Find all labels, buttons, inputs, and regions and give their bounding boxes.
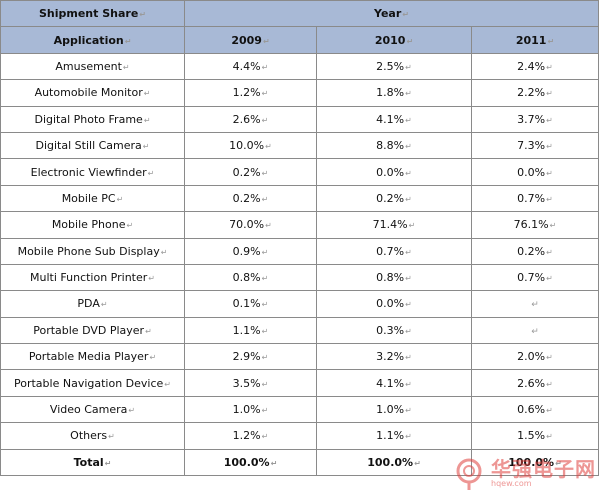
share-cell-2010: 4.1%↵ [316, 105, 472, 133]
share-cell-2010: 8.8%↵ [316, 131, 472, 160]
share-cell-2009: 0.9%↵ [184, 237, 317, 265]
share-cell-2011: 2.0%↵ [471, 343, 599, 371]
share-cell-2009: 1.2%↵ [184, 79, 317, 107]
share-cell-2011: 2.4%↵ [471, 52, 599, 81]
table-row: Portable Navigation Device↵ 3.5%↵ 4.1%↵ 2.6… [0, 369, 599, 397]
shipment-share-header: Shipment Share↵ [0, 0, 185, 28]
table-row: Electronic Viewfinder↵ 0.2%↵ 0.0%↵ 0.0%↵ [0, 158, 599, 186]
application-cell: Portable DVD Player↵ [0, 316, 185, 345]
table-row: Digital Photo Frame↵ 2.6%↵ 4.1%↵ 3.7%↵ [0, 105, 599, 133]
share-cell-2010: 2.5%↵ [316, 52, 472, 81]
share-cell-2009: 70.0%↵ [184, 211, 317, 239]
share-cell-2010: 0.8%↵ [316, 263, 472, 292]
table-row: Video Camera↵ 1.0%↵ 1.0%↵ 0.6%↵ [0, 395, 599, 424]
share-cell-2011: 0.6%↵ [471, 395, 599, 424]
share-cell-2011: 0.0%↵ [471, 158, 599, 186]
share-cell-2009: 1.0%↵ [184, 395, 317, 424]
share-cell-2010: 1.8%↵ [316, 79, 472, 107]
share-cell-2010: 1.1%↵ [316, 422, 472, 450]
total-cell-2010: 100.0%↵ [316, 448, 472, 477]
share-cell-2009: 4.4%↵ [184, 52, 317, 81]
application-cell: Automobile Monitor↵ [0, 79, 185, 107]
table-row: Multi Function Printer↵ 0.8%↵ 0.8%↵ 0.7%↵ [0, 263, 599, 292]
total-cell-2009: 100.0%↵ [184, 448, 317, 477]
application-cell: Mobile Phone Sub Display↵ [0, 237, 185, 265]
total-label: Total↵ [0, 448, 185, 477]
share-cell-2010: 1.0%↵ [316, 395, 472, 424]
share-cell-2009: 1.1%↵ [184, 316, 317, 345]
header-row-columns: Application↵ 2009↵ 2010↵ 2011↵ [0, 26, 599, 54]
application-cell: Digital Photo Frame↵ [0, 105, 185, 133]
application-header: Application↵ [0, 26, 185, 54]
total-row: Total↵ 100.0%↵ 100.0%↵ 100.0%↵ [0, 448, 599, 477]
application-cell: Multi Function Printer↵ [0, 263, 185, 292]
share-cell-2010: 0.2%↵ [316, 184, 472, 213]
table-row: Digital Still Camera↵ 10.0%↵ 8.8%↵ 7.3%↵ [0, 131, 599, 160]
share-cell-2010: 0.7%↵ [316, 237, 472, 265]
year-2010-header: 2010↵ [316, 26, 472, 54]
table-row: Mobile PC↵ 0.2%↵ 0.2%↵ 0.7%↵ [0, 184, 599, 213]
share-cell-2010: 0.0%↵ [316, 158, 472, 186]
application-cell: Mobile Phone↵ [0, 211, 185, 239]
application-cell: Mobile PC↵ [0, 184, 185, 213]
shipment-share-table: Shipment Share↵ Year↵ Application↵ 2009↵… [0, 0, 599, 477]
application-cell: Amusement↵ [0, 52, 185, 81]
watermark-url: hqew.com [491, 479, 532, 489]
application-cell: Others↵ [0, 422, 185, 450]
application-cell: Electronic Viewfinder↵ [0, 158, 185, 186]
table-row: Portable Media Player↵ 2.9%↵ 3.2%↵ 2.0%↵ [0, 343, 599, 371]
table-row: Mobile Phone↵ 70.0%↵ 71.4%↵ 76.1%↵ [0, 211, 599, 239]
share-cell-2011: 0.2%↵ [471, 237, 599, 265]
share-cell-2009: 2.9%↵ [184, 343, 317, 371]
share-cell-2009: 3.5%↵ [184, 369, 317, 397]
table-row: Mobile Phone Sub Display↵ 0.9%↵ 0.7%↵ 0.2%↵ [0, 237, 599, 265]
table-row: Automobile Monitor↵ 1.2%↵ 1.8%↵ 2.2%↵ [0, 79, 599, 107]
share-cell-2009: 0.2%↵ [184, 184, 317, 213]
share-cell-2011: 1.5%↵ [471, 422, 599, 450]
share-cell-2011: 0.7%↵ [471, 263, 599, 292]
share-cell-2010: 4.1%↵ [316, 369, 472, 397]
share-cell-2011: 76.1%↵ [471, 211, 599, 239]
table-row: PDA↵ 0.1%↵ 0.0%↵ ↵ [0, 290, 599, 318]
application-cell: Digital Still Camera↵ [0, 131, 185, 160]
table-row: Portable DVD Player↵ 1.1%↵ 0.3%↵ ↵ [0, 316, 599, 345]
share-cell-2009: 0.1%↵ [184, 290, 317, 318]
application-cell: Portable Media Player↵ [0, 343, 185, 371]
table-row: Others↵ 1.2%↵ 1.1%↵ 1.5%↵ [0, 422, 599, 450]
share-cell-2011: 2.2%↵ [471, 79, 599, 107]
share-cell-2011: ↵ [471, 316, 599, 345]
share-cell-2010: 0.3%↵ [316, 316, 472, 345]
share-cell-2010: 0.0%↵ [316, 290, 472, 318]
share-cell-2009: 10.0%↵ [184, 131, 317, 160]
share-cell-2010: 3.2%↵ [316, 343, 472, 371]
table-row: Amusement↵ 4.4%↵ 2.5%↵ 2.4%↵ [0, 52, 599, 81]
year-header: Year↵ [184, 0, 599, 28]
header-row-top: Shipment Share↵ Year↵ [0, 0, 599, 28]
share-cell-2011: 3.7%↵ [471, 105, 599, 133]
year-2009-header: 2009↵ [184, 26, 317, 54]
year-2011-header: 2011↵ [471, 26, 599, 54]
share-cell-2009: 0.8%↵ [184, 263, 317, 292]
share-cell-2009: 2.6%↵ [184, 105, 317, 133]
share-cell-2011: 2.6%↵ [471, 369, 599, 397]
share-cell-2009: 0.2%↵ [184, 158, 317, 186]
share-cell-2011: ↵ [471, 290, 599, 318]
share-cell-2010: 71.4%↵ [316, 211, 472, 239]
total-cell-2011: 100.0%↵ [471, 448, 599, 477]
application-cell: Portable Navigation Device↵ [0, 369, 185, 397]
application-cell: PDA↵ [0, 290, 185, 318]
application-cell: Video Camera↵ [0, 395, 185, 424]
share-cell-2009: 1.2%↵ [184, 422, 317, 450]
share-cell-2011: 0.7%↵ [471, 184, 599, 213]
share-cell-2011: 7.3%↵ [471, 131, 599, 160]
